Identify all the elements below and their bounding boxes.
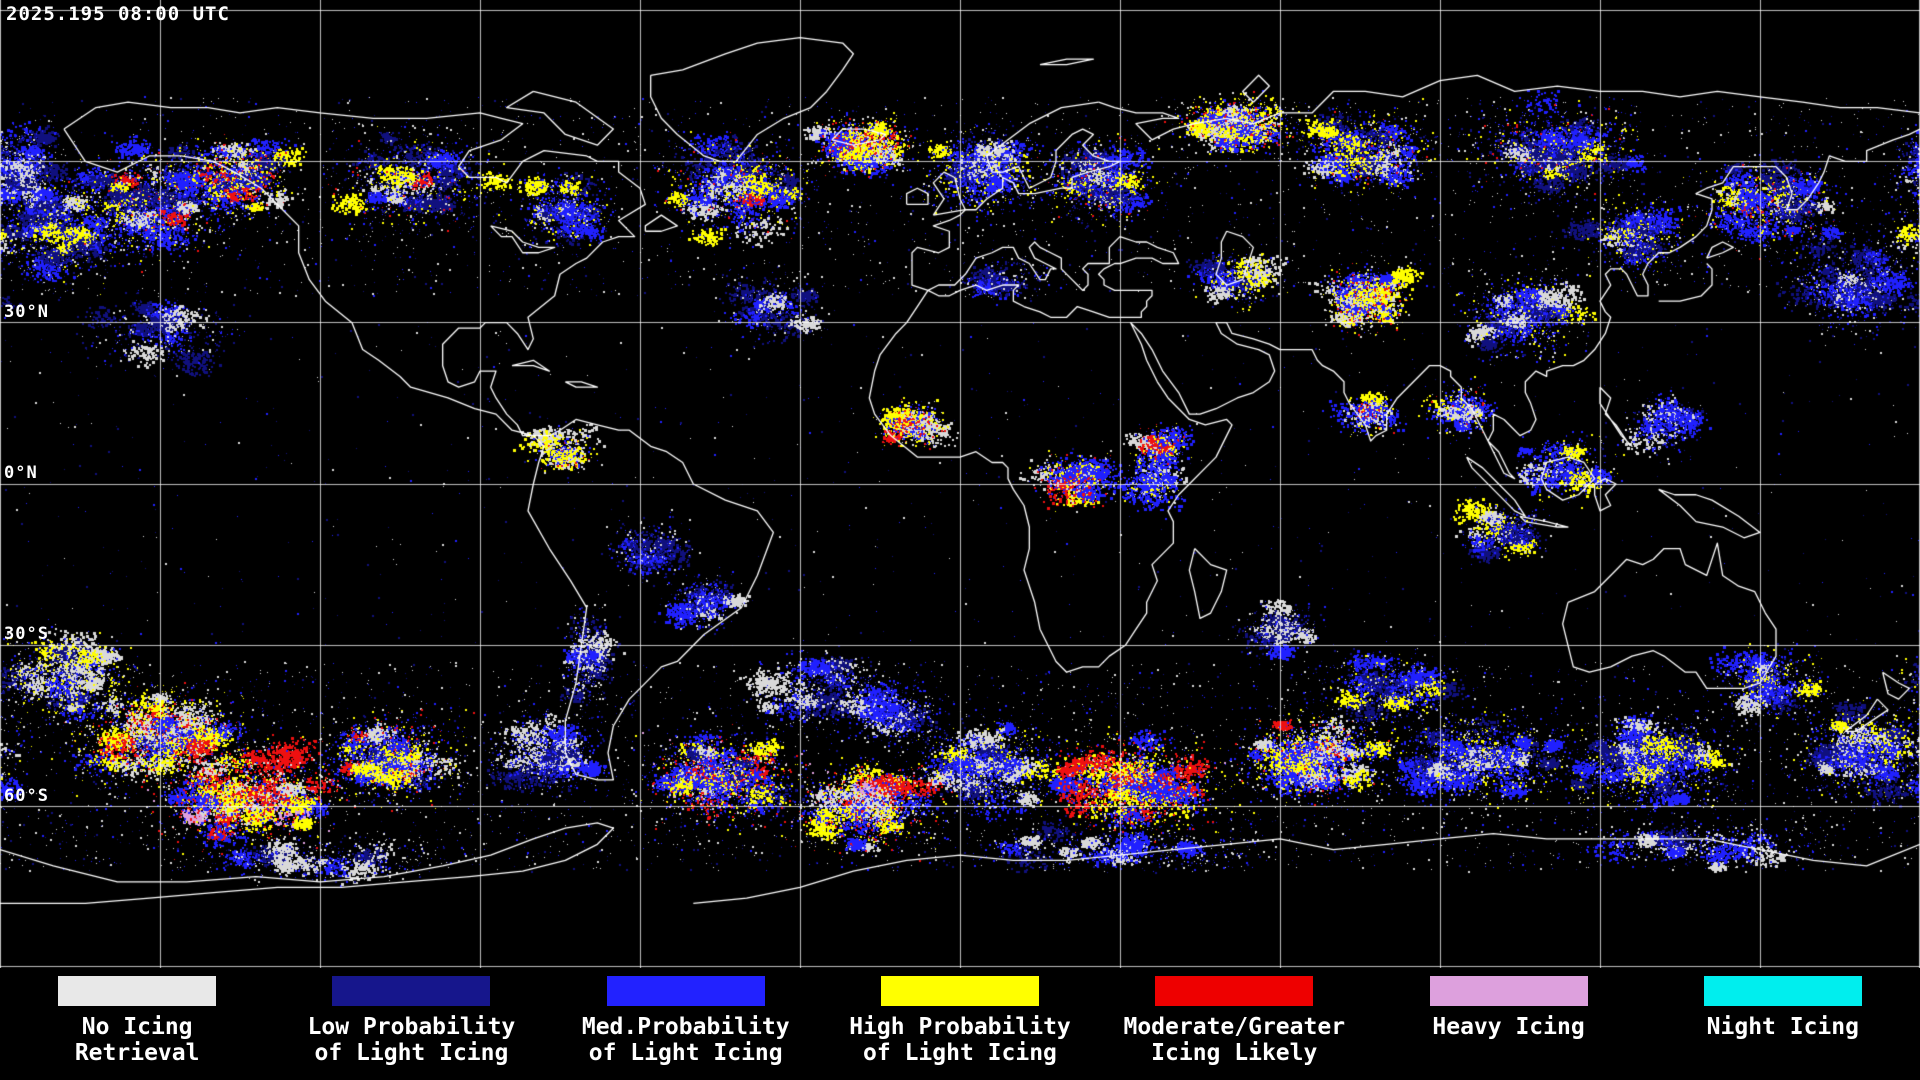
low-probability-swatch [332, 976, 491, 1006]
legend-label-line2: Icing Likely [1151, 1040, 1318, 1066]
moderate-greater-swatch [1155, 976, 1314, 1006]
legend-label-line2: Retrieval [74, 1040, 200, 1066]
legend-label-line2 [1776, 1040, 1790, 1066]
legend-item-night-icing: Night Icing [1646, 968, 1920, 1080]
legend-label-line1: Night Icing [1706, 1014, 1859, 1040]
legend-item-med-probability: Med.Probability of Light Icing [549, 968, 823, 1080]
legend-item-low-probability: Low Probability of Light Icing [274, 968, 548, 1080]
legend-label-line1: Low Probability [307, 1014, 516, 1040]
no-icing-retrieval-swatch [58, 976, 217, 1006]
legend-label-line2: of Light Icing [314, 1040, 509, 1066]
legend-item-heavy-icing: Heavy Icing [1371, 968, 1645, 1080]
night-icing-swatch [1703, 976, 1862, 1006]
legend-item-no-icing-retrieval: No Icing Retrieval [0, 968, 274, 1080]
lat-label-30S: 30°S [4, 624, 49, 645]
legend-label-line1: No Icing [81, 1014, 193, 1040]
timestamp: 2025.195 08:00 UTC [6, 3, 230, 25]
lat-label-60S: 60°S [4, 785, 49, 806]
legend-label-line1: High Probability [849, 1014, 1071, 1040]
legend-label-line1: Med.Probability [581, 1014, 790, 1040]
legend-label-line2 [1502, 1040, 1516, 1066]
legend-label-line1: Moderate/Greater [1123, 1014, 1346, 1040]
high-probability-swatch [880, 976, 1039, 1006]
legend-label-line1: Heavy Icing [1432, 1014, 1585, 1040]
legend-item-moderate-greater: Moderate/Greater Icing Likely [1097, 968, 1371, 1080]
lat-label-0N: 0°N [4, 462, 38, 483]
legend-item-high-probability: High Probability of Light Icing [823, 968, 1097, 1080]
heavy-icing-swatch [1429, 976, 1588, 1006]
med-probability-swatch [606, 976, 765, 1006]
legend: No Icing Retrieval Low Probability of Light… [0, 968, 1920, 1080]
lat-label-30N: 30°N [4, 301, 49, 322]
world-icing-map-canvas [0, 0, 1920, 968]
legend-label-line2: of Light Icing [863, 1040, 1057, 1066]
legend-label-line2: of Light Icing [588, 1040, 783, 1066]
